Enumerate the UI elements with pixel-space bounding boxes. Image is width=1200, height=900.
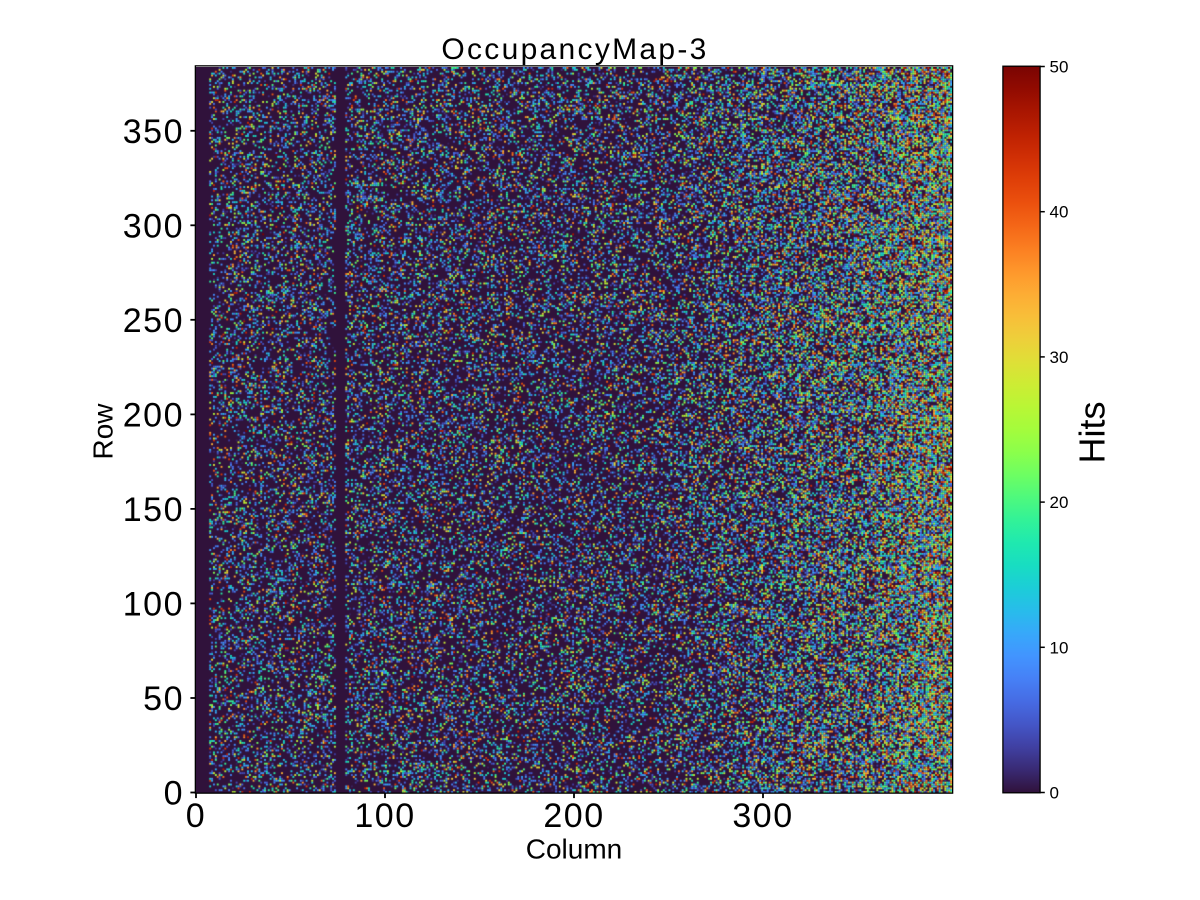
svg-text:250: 250 xyxy=(123,302,184,340)
svg-text:40: 40 xyxy=(1050,203,1069,222)
svg-text:100: 100 xyxy=(354,797,415,835)
svg-text:200: 200 xyxy=(543,797,604,835)
svg-text:10: 10 xyxy=(1050,638,1069,657)
svg-text:OccupancyMap-3: OccupancyMap-3 xyxy=(441,33,708,66)
svg-text:0: 0 xyxy=(186,797,206,835)
svg-text:Row: Row xyxy=(88,403,119,460)
svg-text:50: 50 xyxy=(143,680,184,718)
svg-text:300: 300 xyxy=(123,207,184,245)
svg-text:150: 150 xyxy=(123,491,184,529)
svg-text:30: 30 xyxy=(1050,348,1069,367)
svg-text:200: 200 xyxy=(123,396,184,434)
svg-text:100: 100 xyxy=(123,585,184,623)
svg-text:0: 0 xyxy=(1050,784,1059,803)
svg-text:300: 300 xyxy=(732,797,793,835)
svg-text:20: 20 xyxy=(1050,493,1069,512)
svg-text:350: 350 xyxy=(123,113,184,151)
svg-text:50: 50 xyxy=(1050,58,1069,77)
svg-text:Column: Column xyxy=(526,834,622,865)
svg-text:Hits: Hits xyxy=(1072,402,1113,464)
svg-text:0: 0 xyxy=(164,775,184,813)
